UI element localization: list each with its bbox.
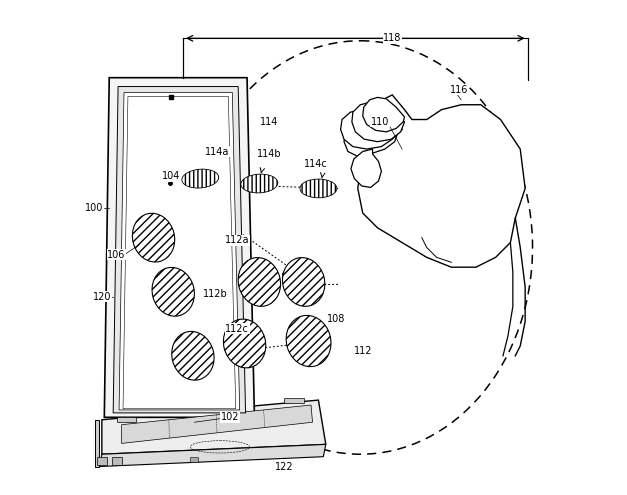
Ellipse shape bbox=[182, 169, 219, 188]
Polygon shape bbox=[117, 417, 136, 422]
Polygon shape bbox=[112, 457, 122, 465]
Polygon shape bbox=[344, 122, 397, 156]
Text: 102: 102 bbox=[221, 412, 239, 422]
Polygon shape bbox=[352, 102, 404, 142]
Ellipse shape bbox=[286, 315, 331, 367]
Polygon shape bbox=[351, 149, 381, 188]
Text: 116: 116 bbox=[450, 85, 468, 95]
Polygon shape bbox=[284, 397, 303, 402]
Text: 100: 100 bbox=[85, 203, 103, 213]
Text: 122: 122 bbox=[275, 461, 293, 472]
Text: 112c: 112c bbox=[225, 324, 249, 334]
Ellipse shape bbox=[223, 319, 266, 368]
Text: 114a: 114a bbox=[205, 147, 229, 156]
Polygon shape bbox=[358, 95, 525, 267]
Text: 112a: 112a bbox=[225, 235, 250, 245]
Text: 114b: 114b bbox=[257, 149, 282, 159]
Ellipse shape bbox=[300, 179, 337, 198]
Polygon shape bbox=[113, 87, 246, 413]
Ellipse shape bbox=[172, 332, 214, 380]
Ellipse shape bbox=[241, 174, 278, 193]
Text: 112b: 112b bbox=[203, 289, 228, 299]
Polygon shape bbox=[340, 110, 402, 149]
Text: 112: 112 bbox=[354, 346, 372, 356]
Polygon shape bbox=[122, 405, 312, 444]
Ellipse shape bbox=[238, 257, 280, 306]
Polygon shape bbox=[100, 445, 326, 467]
Text: 108: 108 bbox=[327, 314, 345, 324]
Text: 118: 118 bbox=[383, 33, 401, 43]
Polygon shape bbox=[102, 400, 326, 454]
Polygon shape bbox=[104, 78, 255, 417]
Polygon shape bbox=[95, 420, 100, 467]
Text: 120: 120 bbox=[93, 292, 111, 302]
Ellipse shape bbox=[152, 267, 194, 316]
Text: 106: 106 bbox=[107, 250, 126, 260]
Polygon shape bbox=[191, 457, 198, 462]
Polygon shape bbox=[119, 93, 240, 410]
Text: 110: 110 bbox=[371, 117, 389, 127]
Ellipse shape bbox=[132, 213, 175, 262]
Polygon shape bbox=[97, 457, 107, 465]
Text: 114: 114 bbox=[260, 117, 278, 127]
Ellipse shape bbox=[283, 257, 325, 306]
Text: 114c: 114c bbox=[304, 159, 328, 169]
Text: 104: 104 bbox=[162, 171, 180, 181]
Polygon shape bbox=[363, 98, 404, 132]
